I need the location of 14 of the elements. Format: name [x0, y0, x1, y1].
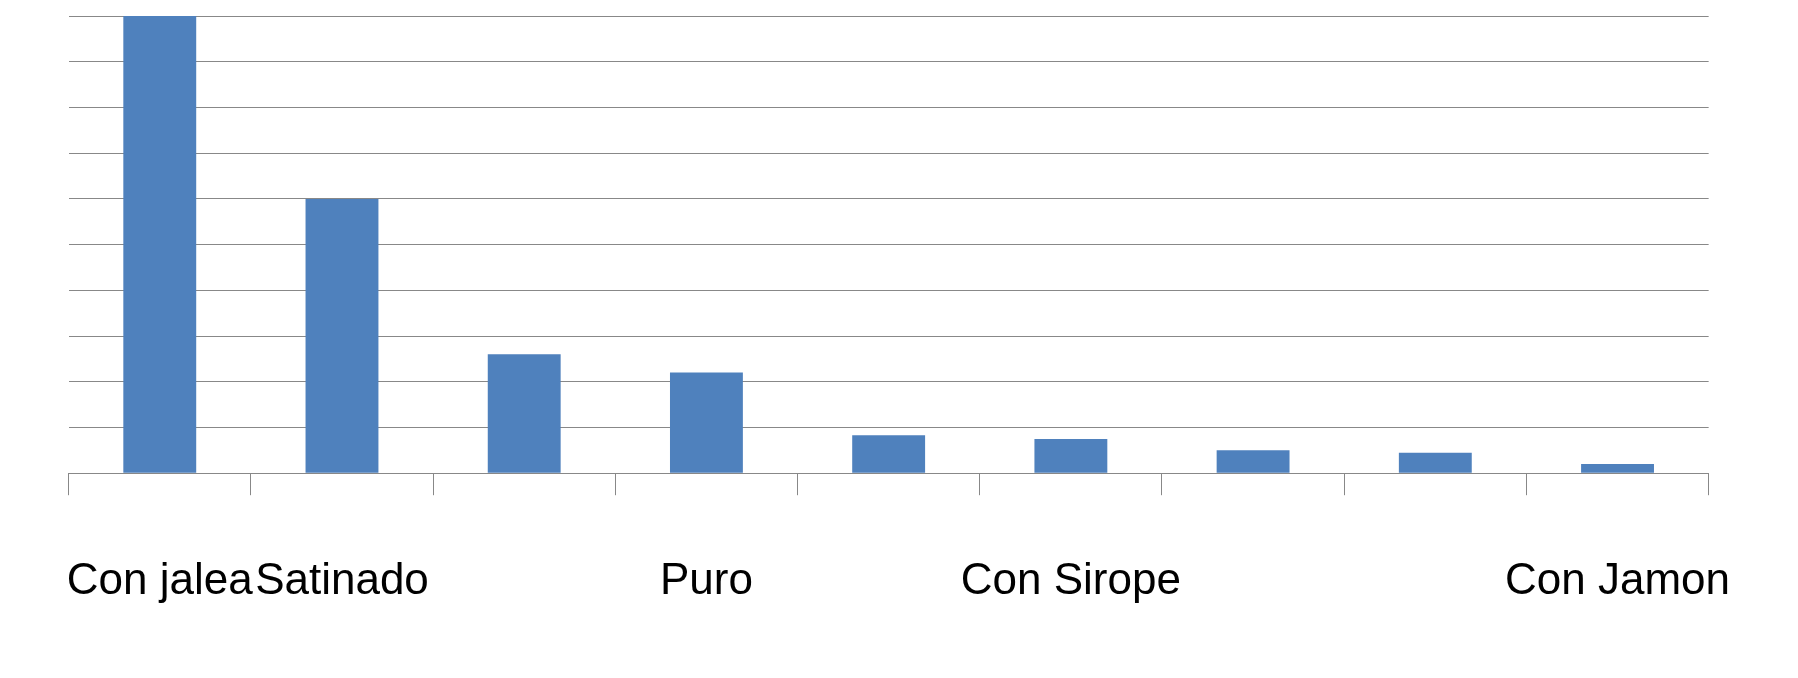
bar [669, 372, 743, 473]
bar [1216, 450, 1290, 473]
x-tick-label: Con Jamon [1505, 553, 1731, 603]
bar [305, 198, 379, 473]
bar [487, 354, 561, 473]
x-tick-label: Puro [659, 553, 753, 603]
x-tick-label: Con jalea [66, 553, 254, 603]
bar [123, 16, 197, 473]
x-tick-label: Satinado [255, 553, 429, 603]
x-tick-label: Con Sirope [960, 553, 1181, 603]
bar [1581, 464, 1654, 473]
bar [1398, 452, 1472, 473]
bar [1034, 438, 1108, 473]
bar [852, 435, 926, 473]
